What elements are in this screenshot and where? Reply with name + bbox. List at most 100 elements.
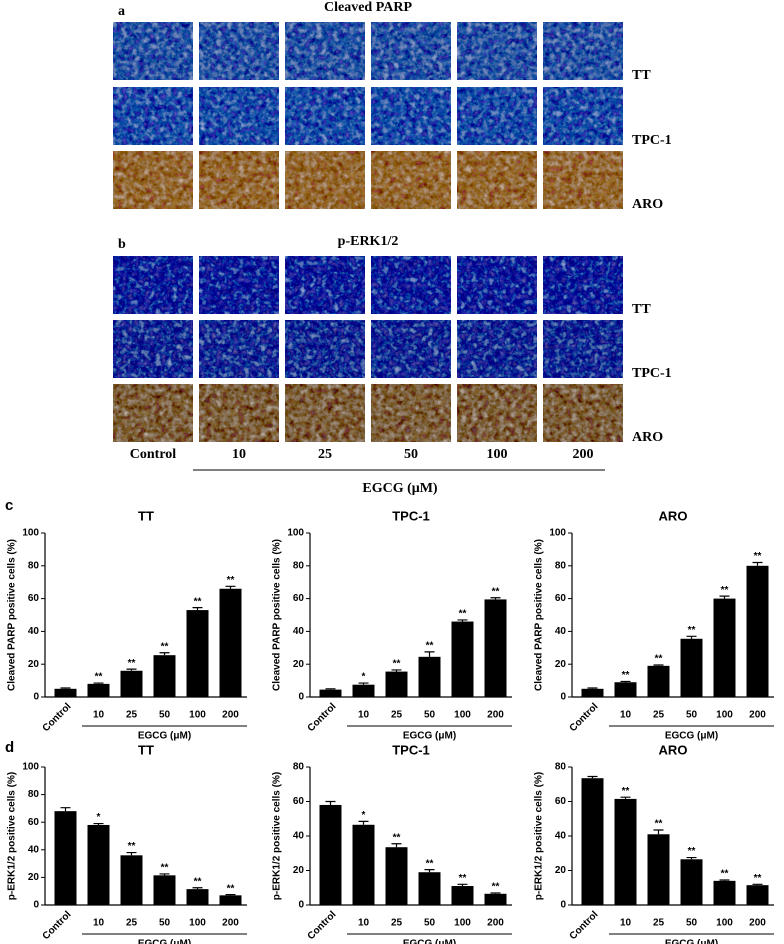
y-axis-label: Cleaved PARP positive cells (%) xyxy=(272,539,283,691)
bar xyxy=(418,872,441,905)
micrograph xyxy=(199,151,279,209)
bar xyxy=(451,886,474,905)
x-tick-label: Control xyxy=(41,909,74,942)
chart-title: TPC-1 xyxy=(392,508,430,523)
significance: ** xyxy=(426,641,434,652)
error-bar xyxy=(752,561,763,566)
significance: ** xyxy=(128,841,136,852)
bar xyxy=(186,610,209,697)
bar xyxy=(581,688,604,697)
row-label: ARO xyxy=(632,430,663,445)
y-tick-label: 20 xyxy=(28,872,40,883)
y-tick-label: 60 xyxy=(555,593,567,604)
error-bar xyxy=(93,822,104,825)
x-tick-label: Control xyxy=(568,701,601,734)
bar xyxy=(54,688,77,697)
bar xyxy=(614,798,637,905)
bar xyxy=(54,811,77,905)
significance: ** xyxy=(688,846,696,857)
error-bar xyxy=(719,879,730,881)
panel-title: p-ERK1/2 xyxy=(338,234,399,249)
micrograph xyxy=(543,151,623,209)
error-bar xyxy=(686,856,697,860)
x-tick-label: 100 xyxy=(454,918,471,929)
error-bar xyxy=(653,829,664,835)
bar xyxy=(713,598,736,697)
y-tick-label: 0 xyxy=(560,900,566,911)
bar xyxy=(186,889,209,905)
micrograph xyxy=(199,256,279,314)
error-bar xyxy=(686,635,697,639)
error-bar xyxy=(391,843,402,848)
axis-label: EGCG (μM) xyxy=(362,481,438,496)
micrograph xyxy=(457,256,537,314)
y-tick-label: 40 xyxy=(28,626,40,637)
row-label: TPC-1 xyxy=(632,366,672,381)
bar xyxy=(120,670,143,697)
panel-label: d xyxy=(5,739,14,756)
bar xyxy=(120,855,143,905)
panel-label: c xyxy=(5,497,13,514)
micrograph xyxy=(543,384,623,442)
error-bar xyxy=(424,869,435,873)
bar xyxy=(451,621,474,697)
y-tick-label: 80 xyxy=(555,560,567,571)
error-bar xyxy=(620,796,631,799)
bar xyxy=(352,824,375,905)
row-label: TT xyxy=(632,68,651,83)
error-bar xyxy=(93,682,104,684)
y-tick-label: 80 xyxy=(293,560,305,571)
micrograph xyxy=(371,151,451,209)
y-tick-label: 60 xyxy=(28,817,40,828)
significance: ** xyxy=(754,551,762,562)
error-bar xyxy=(358,820,369,825)
error-bar xyxy=(192,607,203,611)
x-tick-label: Control xyxy=(306,701,339,734)
x-tick-label: 200 xyxy=(749,918,766,929)
y-axis-label: p-ERK1/2 positive cells (%) xyxy=(7,772,18,900)
error-bar xyxy=(490,892,501,894)
y-tick-label: 40 xyxy=(293,831,305,842)
micrograph xyxy=(113,256,193,314)
significance: ** xyxy=(492,586,500,597)
x-tick-label: 100 xyxy=(189,710,206,721)
error-bar xyxy=(457,619,468,622)
x-axis-label: EGCG (μM) xyxy=(665,731,718,742)
x-axis-label: EGCG (μM) xyxy=(138,939,191,944)
x-tick-label: 25 xyxy=(653,918,665,929)
error-bar xyxy=(587,687,598,689)
significance: ** xyxy=(622,670,630,681)
micrograph xyxy=(285,151,365,209)
significance: ** xyxy=(688,625,696,636)
significance: ** xyxy=(161,641,169,652)
error-bar xyxy=(225,585,236,589)
column-label: 50 xyxy=(404,447,418,462)
x-tick-label: 50 xyxy=(686,710,698,721)
bar xyxy=(87,683,110,697)
significance: ** xyxy=(227,883,235,894)
row-label: ARO xyxy=(632,197,663,212)
y-axis-label: p-ERK1/2 positive cells (%) xyxy=(272,772,283,900)
y-tick-label: 0 xyxy=(298,692,304,703)
y-tick-label: 20 xyxy=(28,659,40,670)
column-label: Control xyxy=(130,447,177,462)
y-axis-label: p-ERK1/2 positive cells (%) xyxy=(534,772,545,900)
error-bar xyxy=(653,664,664,666)
x-tick-label: 25 xyxy=(126,918,138,929)
x-tick-label: 50 xyxy=(159,710,171,721)
x-axis-label: EGCG (μM) xyxy=(138,731,191,742)
micrograph xyxy=(199,87,279,145)
y-tick-label: 20 xyxy=(293,865,305,876)
micrograph xyxy=(199,22,279,80)
y-tick-label: 100 xyxy=(22,528,39,539)
x-tick-label: 10 xyxy=(93,918,105,929)
y-tick-label: 80 xyxy=(28,560,40,571)
micrograph xyxy=(285,320,365,378)
significance: ** xyxy=(426,858,434,869)
y-tick-label: 60 xyxy=(293,593,305,604)
micrograph xyxy=(457,320,537,378)
micrograph xyxy=(371,384,451,442)
x-tick-label: 25 xyxy=(126,710,138,721)
bar xyxy=(680,859,703,905)
y-tick-label: 60 xyxy=(28,593,40,604)
